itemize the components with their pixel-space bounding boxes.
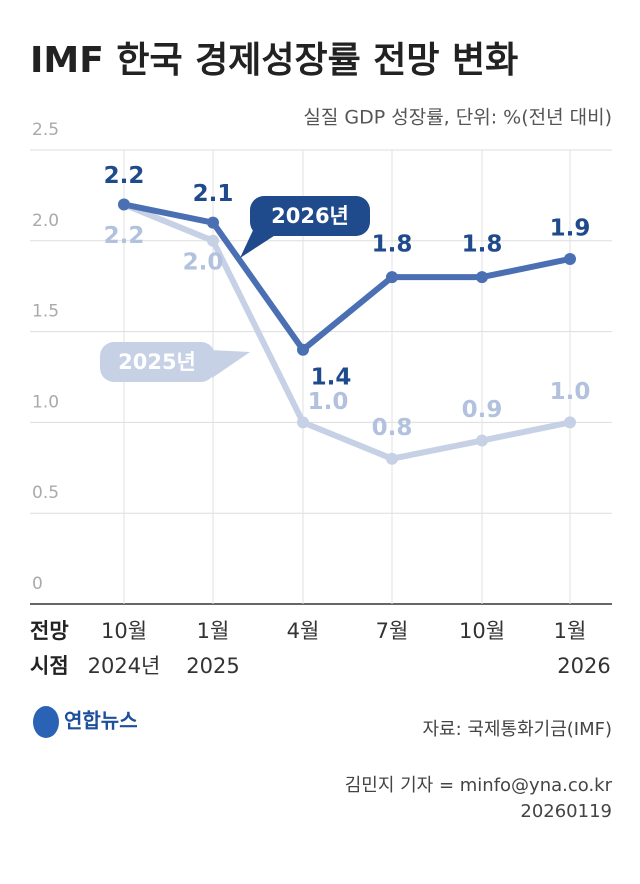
- point: [476, 271, 488, 284]
- x-axis-label: 시점: [30, 654, 69, 678]
- legend-badge: [250, 196, 370, 236]
- data-label: 1.8: [372, 232, 413, 258]
- data-label: 1.8: [462, 232, 503, 258]
- point: [386, 271, 398, 284]
- x-tick-year: 2026: [557, 654, 610, 678]
- x-tick-label: 4월: [287, 619, 320, 643]
- data-label: 1.0: [308, 389, 349, 415]
- date: 20260119: [520, 801, 612, 822]
- data-label: 2.1: [193, 181, 234, 207]
- y-tick-label: 2.0: [32, 211, 59, 231]
- logo: 연합뉴스: [64, 709, 138, 733]
- x-tick-year: 2024년: [88, 654, 161, 678]
- y-tick-label: 2.5: [32, 120, 59, 140]
- logo-icon: [33, 706, 59, 738]
- data-label: 2.0: [183, 249, 224, 275]
- legend-label: 2025년: [118, 350, 196, 374]
- chart-title: IMF 한국 경제성장률 전망 변화: [30, 40, 518, 81]
- y-tick-label: 0.5: [32, 483, 59, 503]
- point: [297, 343, 309, 356]
- legend-label: 2026년: [271, 204, 349, 228]
- x-tick-label: 1월: [554, 619, 587, 643]
- data-label: 1.4: [311, 364, 352, 390]
- point: [564, 252, 576, 265]
- data-label: 1.0: [550, 379, 591, 405]
- data-label: 2.2: [104, 223, 145, 249]
- x-tick-label: 10월: [459, 619, 505, 643]
- credit: 김민지 기자 = minfo@yna.co.kr: [345, 775, 613, 796]
- point: [386, 452, 398, 465]
- data-label: 1.9: [550, 215, 591, 241]
- data-label: 0.9: [462, 397, 503, 423]
- y-tick-label: 0: [32, 574, 43, 594]
- x-tick-year: 2025: [186, 654, 239, 678]
- source: 자료: 국제통화기금(IMF): [422, 719, 612, 740]
- series-line: [123, 201, 571, 353]
- point: [207, 234, 219, 247]
- chart-subtitle: 실질 GDP 성장률, 단위: %(전년 대비): [303, 107, 612, 129]
- y-tick-label: 1.5: [32, 302, 59, 322]
- y-tick-label: 1.0: [32, 392, 59, 412]
- data-label: 2.2: [104, 163, 145, 189]
- point: [207, 216, 219, 229]
- point: [297, 416, 309, 429]
- x-tick-label: 10월: [101, 619, 147, 643]
- point: [476, 434, 488, 447]
- x-tick-label: 1월: [197, 619, 230, 643]
- point: [564, 416, 576, 429]
- x-axis-label: 전망: [30, 619, 69, 643]
- legend-pointer: [210, 350, 250, 378]
- series-line: [122, 201, 571, 462]
- x-tick-label: 7월: [376, 619, 409, 643]
- legend-badge: [100, 342, 215, 382]
- point: [118, 198, 130, 211]
- data-label: 0.8: [372, 415, 413, 441]
